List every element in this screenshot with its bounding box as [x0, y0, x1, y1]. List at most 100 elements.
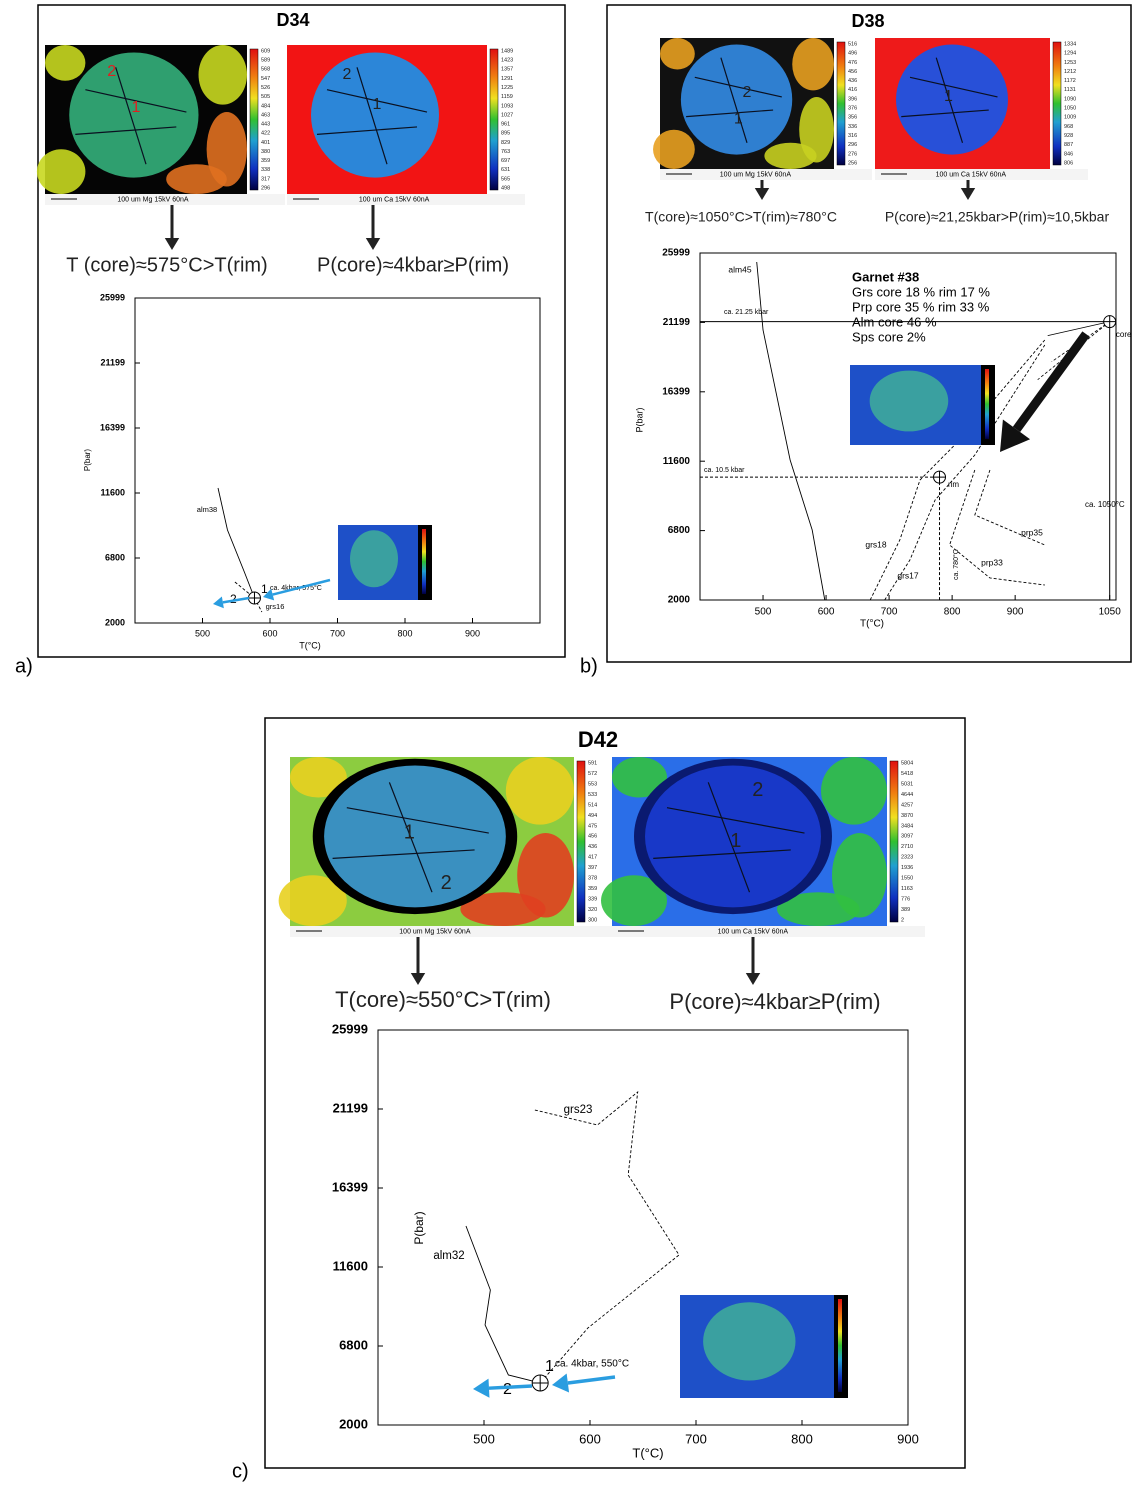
mineral-grain — [198, 45, 247, 105]
inset-garnet — [869, 370, 949, 432]
colorbar-label: 553 — [588, 781, 597, 787]
crosshair — [933, 471, 946, 484]
caption-strip — [290, 926, 612, 937]
x-tick-label: 900 — [465, 628, 480, 638]
colorbar-label: 338 — [261, 167, 270, 173]
crack — [666, 807, 805, 834]
colorbar-label: 1936 — [901, 865, 913, 871]
crack — [653, 849, 791, 859]
colorbar-label: 763 — [501, 149, 510, 155]
crosshair — [532, 1375, 549, 1391]
result-text: P(core)≈21,25kbar>P(rim)≈10,5kbar — [885, 209, 1110, 225]
curve-label: grs16 — [266, 602, 285, 611]
garnet-info: Alm core 46 % — [852, 314, 937, 329]
colorbar-label: 436 — [588, 844, 597, 850]
garnet-info: Grs core 18 % rim 17 % — [852, 284, 990, 299]
map-zone-label: 2 — [441, 872, 452, 894]
inset-garnet — [703, 1302, 796, 1381]
arrow-head — [263, 588, 275, 601]
colorbar-label: 4644 — [901, 792, 913, 798]
colorbar-label: 359 — [261, 158, 270, 164]
colorbar-label: 505 — [261, 94, 270, 100]
crack — [326, 89, 428, 113]
arrow-head — [213, 596, 224, 609]
arrow-head — [164, 238, 180, 250]
map-zone-label: 2 — [343, 66, 352, 83]
x-tick-label: 500 — [473, 1431, 495, 1446]
annotation: ca. 4kbar, 550°C — [555, 1359, 629, 1370]
colorbar-label: 1093 — [501, 103, 513, 109]
curve-label: alm32 — [433, 1250, 464, 1262]
colorbar-label: 389 — [901, 907, 910, 913]
colorbar-label: 1357 — [501, 67, 513, 73]
crack — [909, 76, 998, 98]
colorbar-label: 339 — [588, 897, 597, 903]
y-tick-label: 21199 — [333, 1100, 368, 1115]
panel-title: D34 — [276, 10, 309, 30]
crack — [388, 782, 433, 893]
panel-frame — [37, 4, 566, 658]
panel-label: c) — [232, 1460, 249, 1482]
x-tick-label: 800 — [791, 1431, 813, 1446]
crack — [694, 76, 782, 98]
map-zone-label: 2 — [752, 779, 763, 801]
colorbar — [836, 41, 846, 166]
arrow-head — [473, 1378, 490, 1398]
crack — [115, 67, 147, 165]
colorbar-label: 300 — [588, 917, 597, 923]
arrow-head — [745, 973, 761, 985]
colorbar-label: 1009 — [1064, 115, 1076, 121]
colorbar-label: 1291 — [501, 76, 513, 82]
pt-curve — [884, 344, 1046, 601]
mineral-grain — [44, 45, 86, 81]
point-label: rim — [948, 480, 959, 489]
curve-label: prp33 — [981, 557, 1003, 567]
colorbar-label: 1423 — [501, 58, 513, 64]
y-tick-label: 2000 — [339, 1416, 368, 1431]
colorbar-label: 1159 — [501, 94, 513, 100]
x-tick-label: 500 — [755, 607, 772, 618]
arrow-head — [960, 188, 976, 200]
annotation: ca. 1050°C — [1085, 500, 1125, 509]
y-tick-label: 6800 — [339, 1337, 368, 1352]
colorbar-label: 591 — [588, 760, 597, 766]
colorbar-label: 1253 — [1064, 60, 1076, 66]
result-text: T (core)≈575°C>T(rim) — [66, 254, 267, 276]
colorbar-label: 2 — [901, 917, 904, 923]
y-tick-label: 25999 — [332, 1021, 368, 1036]
crosshair — [1103, 315, 1116, 328]
colorbar-label: 456 — [848, 69, 857, 75]
colorbar-label: 547 — [261, 76, 270, 82]
annotation: ca. 10.5 kbar — [704, 467, 745, 474]
colorbar — [249, 48, 259, 191]
inset-garnet — [350, 530, 398, 588]
mineral-grain — [799, 96, 834, 163]
pt-curve — [949, 469, 1045, 586]
colorbar-label: 1550 — [901, 876, 913, 882]
y-tick-label: 21199 — [100, 357, 125, 367]
pt-curve — [465, 1225, 541, 1384]
colorbar-label: 396 — [848, 96, 857, 102]
garnet — [896, 44, 1008, 155]
y-tick-label: 25999 — [662, 248, 690, 259]
colorbar-label: 631 — [501, 167, 510, 173]
caption-strip — [875, 169, 1088, 180]
garnet-info: Sps core 2% — [852, 329, 926, 344]
colorbar-label: 887 — [1064, 142, 1073, 148]
mineral-grain — [278, 875, 347, 927]
y-tick-label: 25999 — [100, 292, 125, 302]
crack — [75, 126, 177, 135]
colorbar-label: 320 — [588, 907, 597, 913]
crack — [720, 57, 748, 143]
x-tick-label: 800 — [397, 628, 412, 638]
colorbar-label: 895 — [501, 131, 510, 137]
arrow-head — [1000, 419, 1031, 452]
colorbar-label: 417 — [588, 855, 597, 861]
garnet — [69, 52, 199, 178]
x-axis-label: T(°C) — [299, 640, 321, 650]
colorbar — [889, 760, 899, 923]
colorbar-label: 526 — [261, 85, 270, 91]
colorbar-label: 829 — [501, 140, 510, 146]
map-caption: 100 um Ca 15kV 60nA — [359, 196, 430, 203]
mineral-grain — [36, 149, 86, 194]
